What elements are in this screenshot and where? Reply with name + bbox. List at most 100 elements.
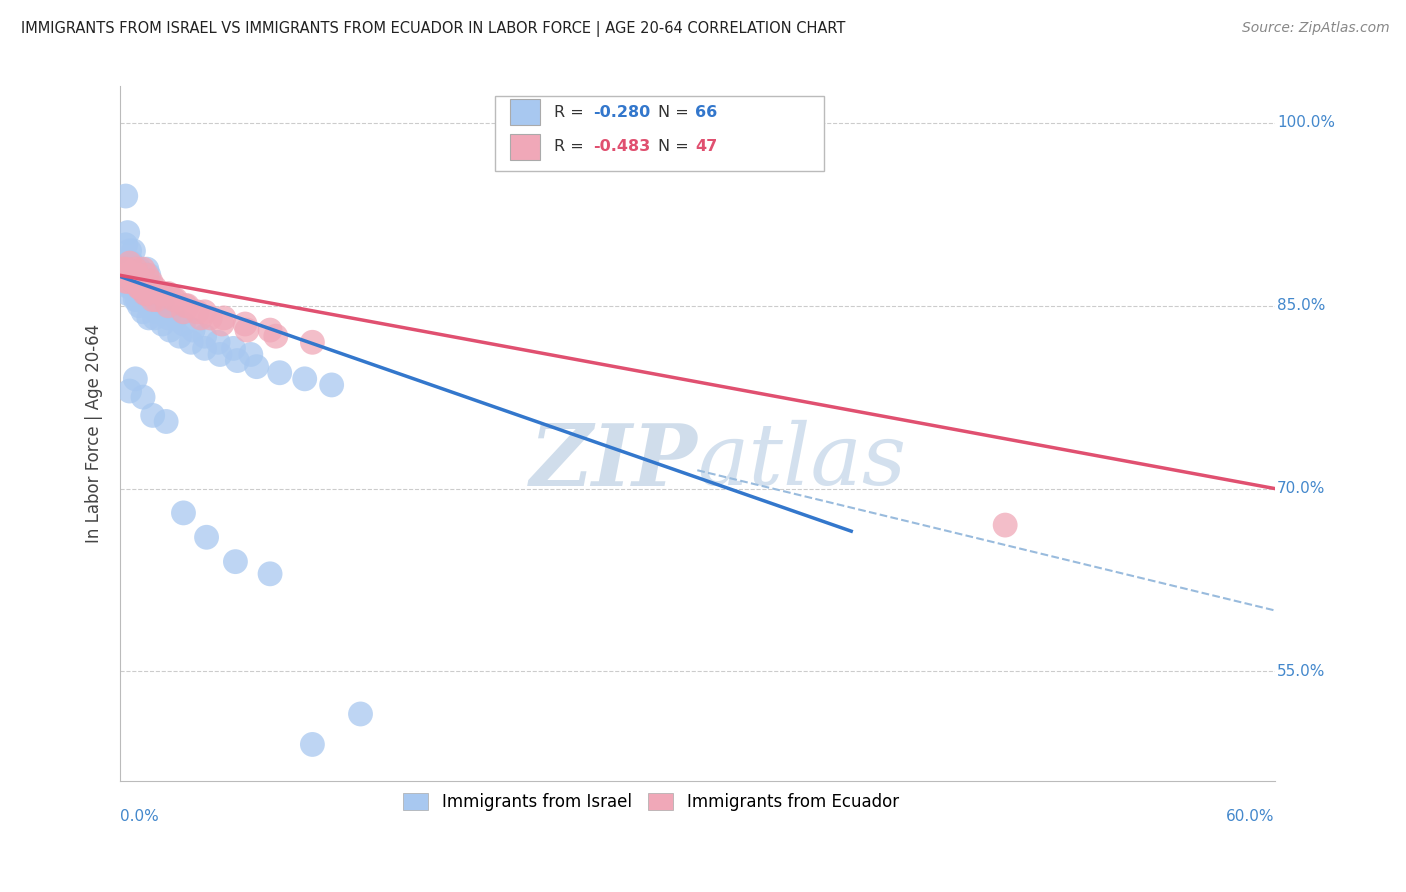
Point <box>157 286 180 301</box>
Point <box>117 286 139 301</box>
Point <box>134 286 156 301</box>
Point <box>124 262 146 277</box>
Text: 47: 47 <box>695 139 717 154</box>
Point <box>112 274 135 288</box>
Point <box>169 329 191 343</box>
Point <box>122 274 145 288</box>
Point <box>138 310 160 325</box>
Point <box>118 244 141 258</box>
Point <box>129 280 152 294</box>
Point <box>114 262 136 277</box>
Text: -0.483: -0.483 <box>593 139 651 154</box>
Text: 70.0%: 70.0% <box>1277 481 1326 496</box>
Point <box>143 310 166 325</box>
Point <box>246 359 269 374</box>
Point <box>155 415 177 429</box>
Point <box>142 409 165 423</box>
Point <box>321 378 343 392</box>
Point <box>207 335 229 350</box>
Point <box>124 280 146 294</box>
Point <box>122 274 145 288</box>
Point <box>224 555 246 569</box>
Point <box>138 299 160 313</box>
Point <box>135 268 157 283</box>
Point <box>132 286 155 301</box>
Point <box>172 305 194 319</box>
Point <box>127 268 149 283</box>
Point <box>122 274 145 288</box>
Text: 60.0%: 60.0% <box>1226 809 1275 824</box>
Point <box>212 310 235 325</box>
Point <box>264 329 287 343</box>
Point <box>117 268 139 283</box>
FancyBboxPatch shape <box>510 99 540 125</box>
Point <box>114 189 136 203</box>
Point <box>138 268 160 283</box>
Point <box>128 299 150 313</box>
Point <box>172 506 194 520</box>
Point <box>233 317 256 331</box>
Point <box>143 280 166 294</box>
Point <box>157 310 180 325</box>
Point <box>194 305 217 319</box>
Point <box>135 262 157 277</box>
Point <box>226 353 249 368</box>
Point <box>165 310 187 325</box>
Text: 0.0%: 0.0% <box>120 809 159 824</box>
Text: N =: N = <box>658 104 695 120</box>
Text: -0.280: -0.280 <box>593 104 651 120</box>
Point <box>145 305 167 319</box>
Text: 85.0%: 85.0% <box>1277 298 1326 313</box>
Point <box>150 286 173 301</box>
Point <box>149 286 172 301</box>
Point <box>129 280 152 294</box>
Point <box>134 286 156 301</box>
Point <box>122 268 145 283</box>
Point <box>114 274 136 288</box>
Point <box>174 299 197 313</box>
Point <box>118 256 141 270</box>
Point <box>165 293 187 307</box>
Point <box>122 244 145 258</box>
Point <box>118 280 141 294</box>
Point <box>222 342 245 356</box>
Point <box>121 256 143 270</box>
Point <box>194 329 217 343</box>
Point <box>301 738 323 752</box>
Point <box>200 310 222 325</box>
Point <box>132 305 155 319</box>
Point <box>142 293 165 307</box>
Point <box>117 226 139 240</box>
Point <box>195 530 218 544</box>
Point <box>135 286 157 301</box>
Point <box>132 390 155 404</box>
Point <box>259 566 281 581</box>
Point <box>190 310 212 325</box>
Point <box>142 293 165 307</box>
Point <box>121 268 143 283</box>
Point <box>239 347 262 361</box>
Point <box>349 706 371 721</box>
Text: R =: R = <box>554 104 589 120</box>
Point <box>139 274 162 288</box>
Point <box>211 317 233 331</box>
Text: 55.0%: 55.0% <box>1277 664 1326 679</box>
Point <box>180 335 202 350</box>
Point <box>294 372 316 386</box>
Point <box>128 262 150 277</box>
FancyBboxPatch shape <box>510 134 540 160</box>
Point <box>128 274 150 288</box>
Legend: Immigrants from Israel, Immigrants from Ecuador: Immigrants from Israel, Immigrants from … <box>396 787 905 818</box>
Point <box>114 237 136 252</box>
Point <box>117 274 139 288</box>
Text: atlas: atlas <box>697 420 907 503</box>
Y-axis label: In Labor Force | Age 20-64: In Labor Force | Age 20-64 <box>86 324 103 543</box>
Point <box>132 262 155 277</box>
Point <box>127 293 149 307</box>
Point <box>172 317 194 331</box>
Point <box>118 384 141 398</box>
Point <box>176 299 198 313</box>
Point <box>208 347 231 361</box>
Point <box>124 274 146 288</box>
Point <box>236 323 259 337</box>
